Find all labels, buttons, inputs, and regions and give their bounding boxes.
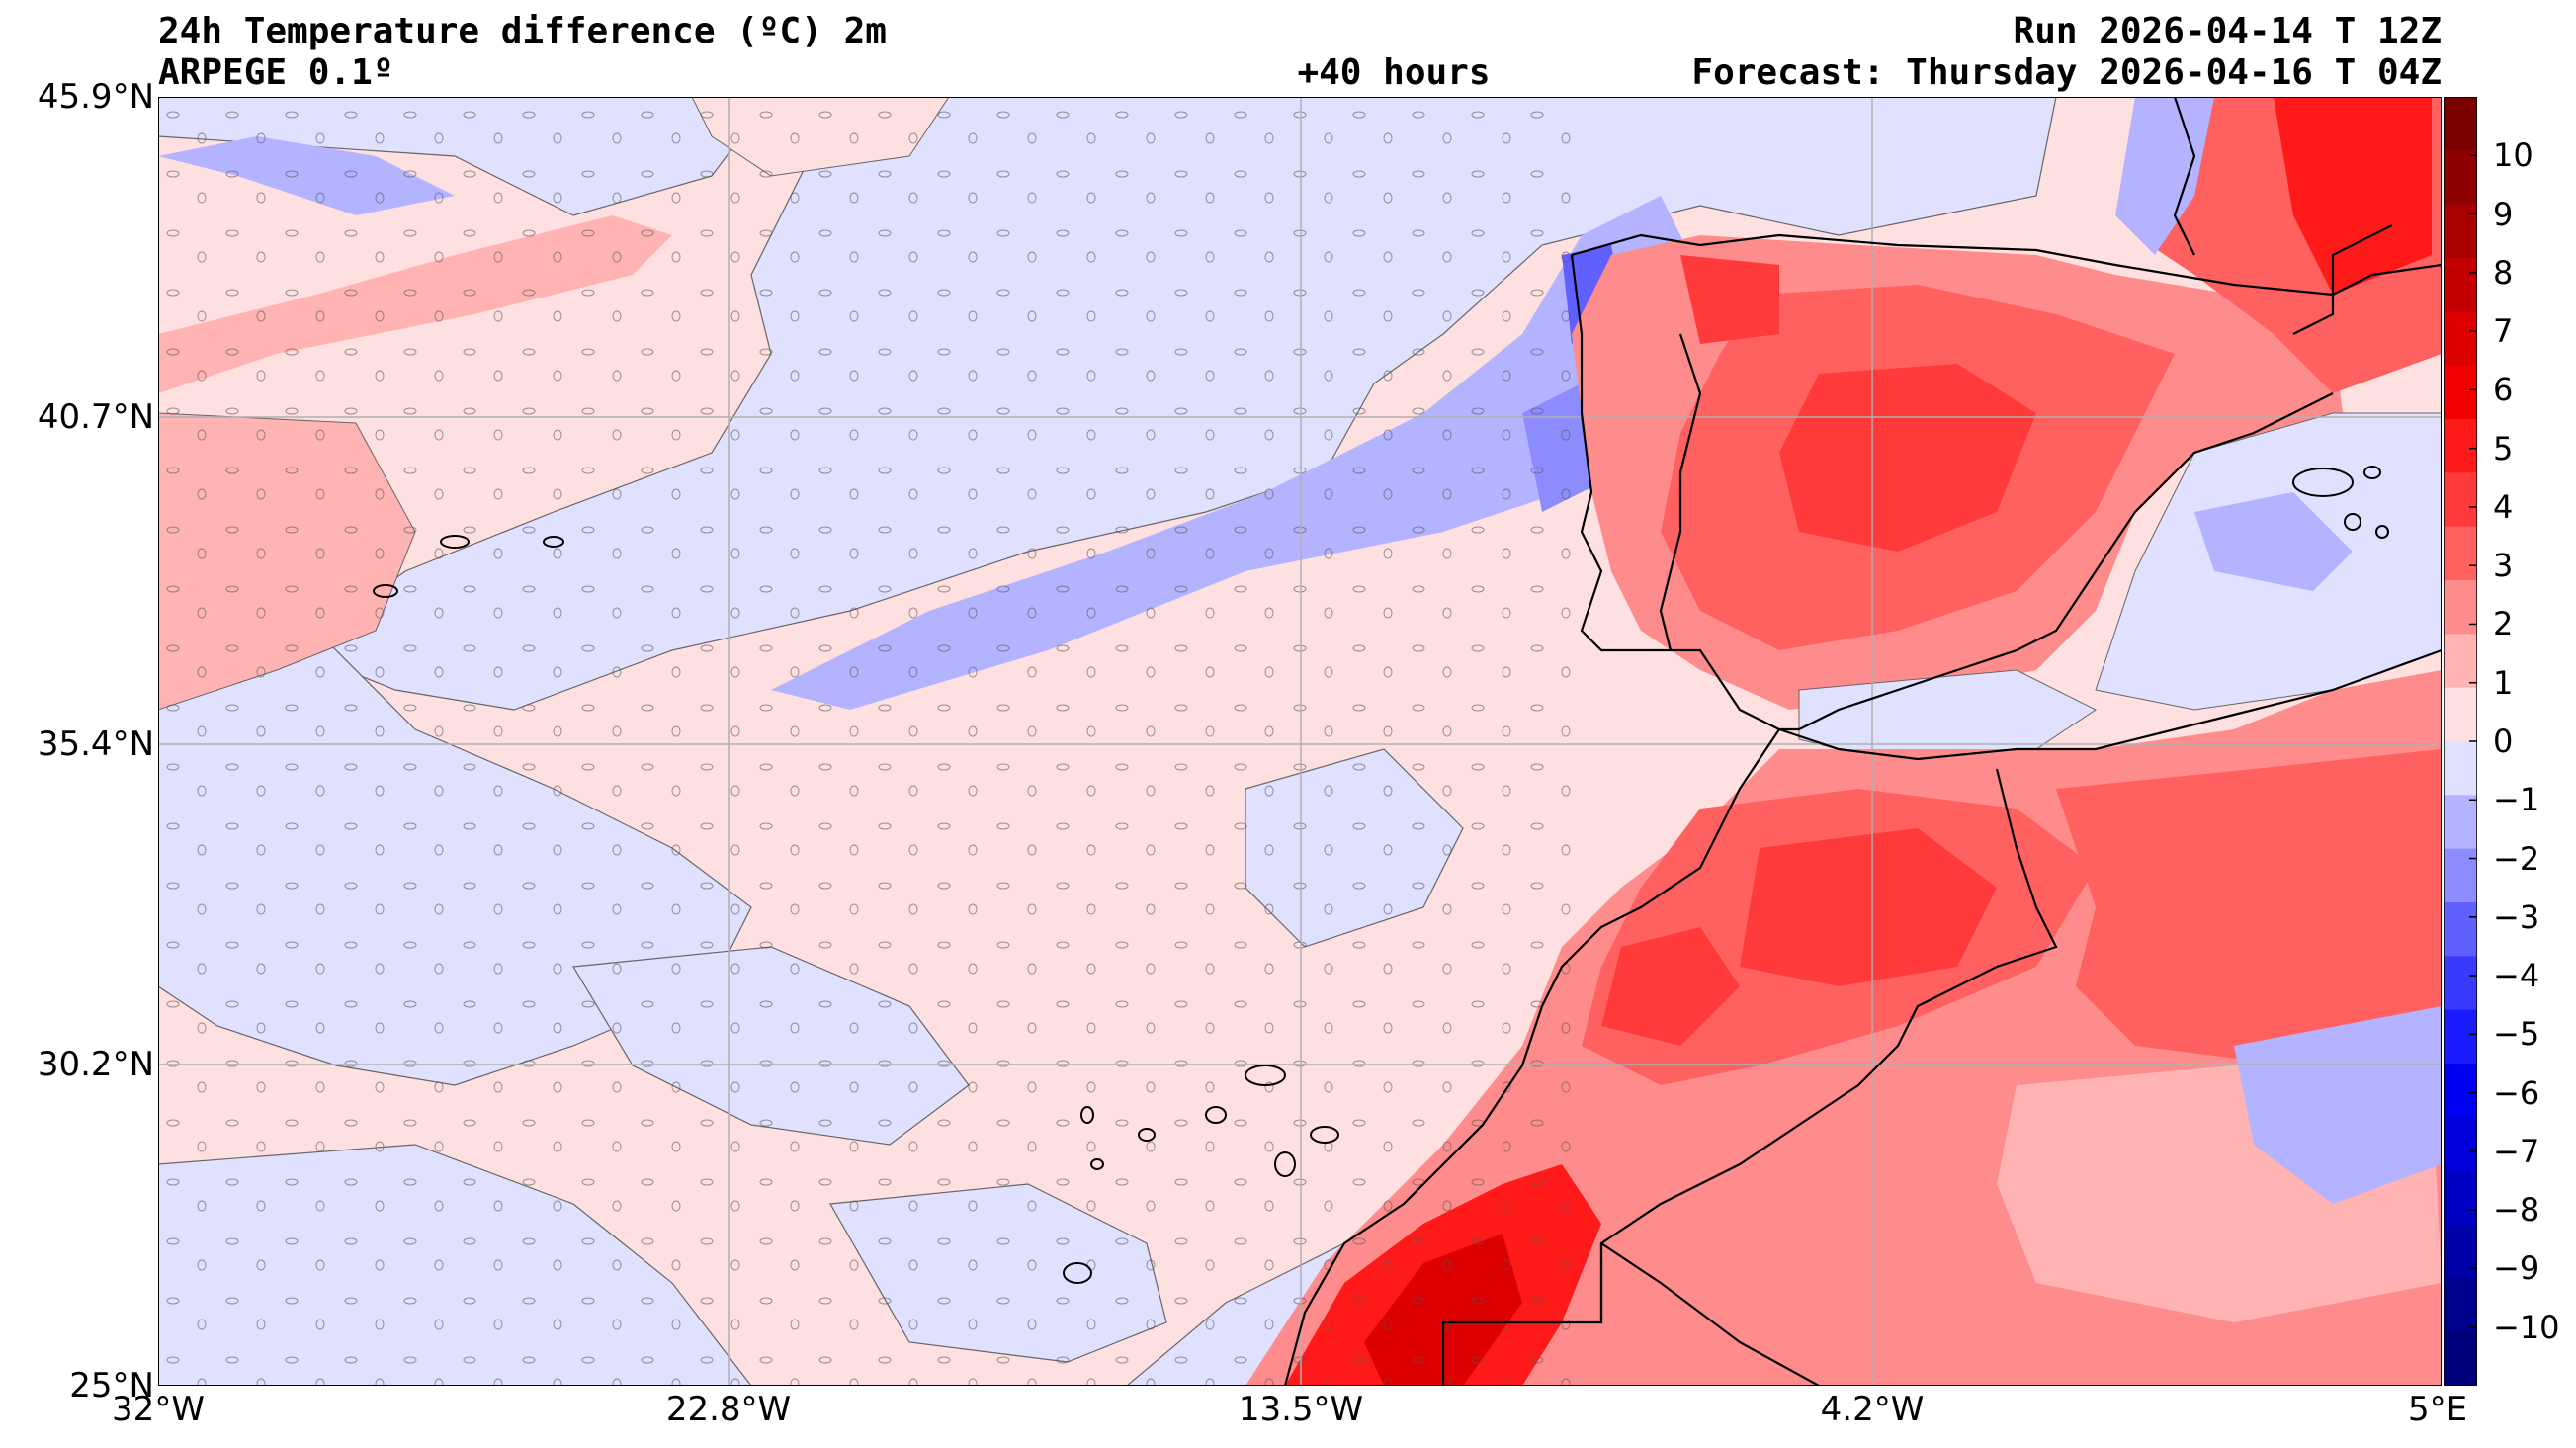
lon-label: 32°W [112,1390,205,1429]
colorbar-segment [2444,1170,2477,1226]
france-coast-cool [2115,97,2214,255]
colorbar-segment [2444,1331,2477,1386]
colorbar-segment [2444,1117,2477,1172]
colorbar-segment [2444,741,2477,796]
lon-label: 4.2°W [1820,1390,1925,1429]
colorbar-segment [2444,956,2477,1011]
africa-cool [2234,1006,2442,1204]
colorbar-tick-label: 4 [2493,487,2514,526]
lon-label: 13.5°W [1238,1390,1364,1429]
med-cool [2194,492,2353,591]
colorbar-segment [2444,634,2477,689]
africa-hot [1740,828,1997,986]
colorbar-segment [2444,1064,2477,1118]
lead-time: +40 hours [1297,52,1491,93]
colorbar-segment [2444,848,2477,903]
map-title: 24h Temperature difference (ºC) 2m [158,11,887,51]
colorbar-segment [2444,795,2477,850]
colorbar-segment [2444,687,2477,742]
colorbar-segment [2444,526,2477,581]
colorbar-segment [2444,580,2477,635]
colorbar-tick-label: 2 [2493,605,2514,643]
colorbar-tick-label: −3 [2493,897,2540,936]
iberia-hot [1680,255,1779,344]
gridlines [158,97,2442,1386]
colorbar-segment [2444,902,2477,957]
colorbar-tick-label: 0 [2493,723,2514,760]
colorbar-tick-label: −5 [2493,1015,2540,1054]
colorbar-tick-label: −4 [2493,957,2540,995]
colorbar-tick-label: 6 [2493,371,2514,409]
colorbar-tick-label: −7 [2493,1132,2540,1170]
coastlines [1283,97,2442,1386]
colorbar-segment [2444,1009,2477,1065]
iberia-hot [1779,364,2036,552]
colorbar-segment [2444,150,2477,206]
france-hotter [2274,97,2432,295]
colorbar-segment [2444,365,2477,420]
islands [373,466,2389,1284]
colorbar-tick-label: 10 [2493,136,2533,175]
lat-label: 30.2°N [37,1045,154,1084]
colorbar-tick-label: −8 [2493,1191,2540,1230]
lon-label: 22.8°W [665,1390,792,1429]
colorbar-tick-label: 9 [2493,195,2514,233]
colorbar [2444,97,2477,1386]
forecast-time: Forecast: Thursday 2026-04-16 T 04Z [1691,52,2442,93]
colorbar-tick-label: 5 [2493,429,2514,468]
colorbar-segment [2444,1278,2477,1333]
colorbar-segment [2444,258,2477,312]
colorbar-segment [2444,204,2477,259]
colorbar-segments [2444,97,2477,1386]
colorbar-tick-label: −9 [2493,1249,2540,1288]
colorbar-segment [2444,472,2477,528]
colorbar-tick-label: −10 [2493,1308,2560,1346]
colorbar-tick-label: 8 [2493,253,2514,292]
lat-label: 40.7°N [37,397,154,437]
lat-label: 45.9°N [37,77,154,117]
run-time: Run 2026-04-14 T 12Z [2013,11,2442,51]
colorbar-segment [2444,419,2477,473]
model-name: ARPEGE 0.1º [158,52,394,93]
colorbar-tick-label: 7 [2493,312,2514,351]
colorbar-tick-label: −2 [2493,839,2540,878]
lat-label: 25°N [69,1366,154,1405]
colorbar-segment [2444,311,2477,367]
colorbar-tick-label: 3 [2493,547,2514,585]
colorbar-tick-label: −6 [2493,1073,2540,1112]
colorbar-tick-label: 1 [2493,663,2514,702]
colorbar-segment [2444,97,2477,151]
africa-hot [1601,927,1740,1046]
colorbar-tick-label: −1 [2493,781,2540,819]
lat-label: 35.4°N [37,724,154,764]
temperature-map [158,97,2442,1386]
colorbar-segment [2444,1225,2477,1279]
africa-mild [2056,749,2442,1065]
lon-label: 5°E [2407,1390,2468,1429]
